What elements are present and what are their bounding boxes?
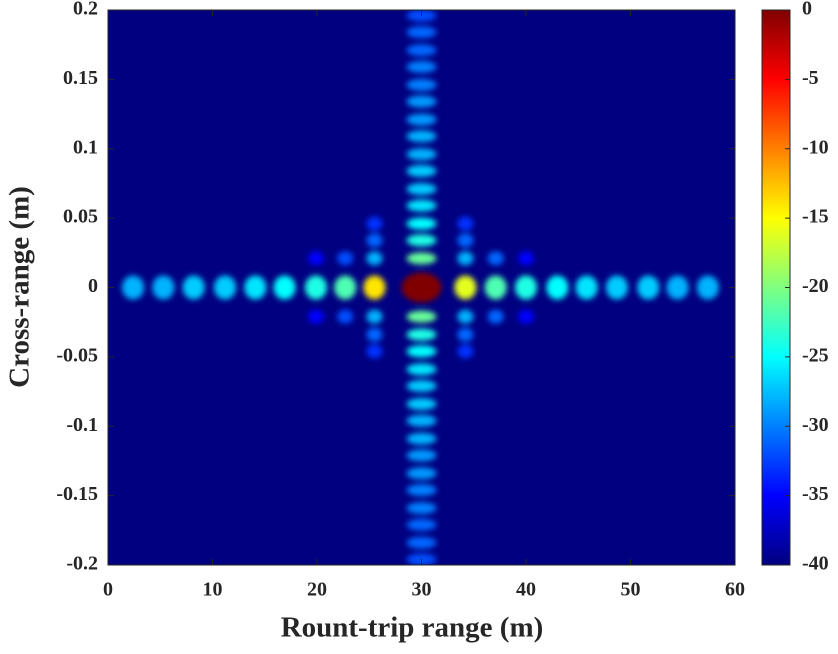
heatmap-cell [457, 233, 474, 248]
heatmap-cell [406, 148, 437, 161]
y-tick-label: -0.2 [66, 553, 98, 575]
x-tick-label: 20 [307, 579, 327, 601]
heatmap-cell [666, 275, 689, 300]
heatmap-cell [244, 275, 267, 300]
heatmap-cell [487, 251, 504, 266]
y-tick-label: 0 [88, 275, 98, 297]
heatmap-cell [273, 275, 296, 300]
colorbar-tick-label: -10 [802, 136, 829, 158]
colorbar-tick-label: -25 [802, 344, 829, 366]
heatmap-cell [406, 78, 437, 91]
heatmap-cell [406, 217, 437, 230]
colorbar-tick-label: -5 [802, 67, 819, 89]
x-tick-label: 60 [725, 579, 745, 601]
heatmap-cell [406, 398, 437, 411]
heatmap-cell [406, 60, 437, 73]
heatmap-cell [307, 251, 324, 266]
heatmap-cell [406, 199, 437, 212]
heatmap-cell [366, 216, 383, 231]
x-tick-label: 0 [103, 579, 113, 601]
x-tick-label: 10 [203, 579, 223, 601]
heatmap-cell [457, 327, 474, 342]
y-tick-label: -0.05 [56, 344, 98, 366]
heatmap-cell [337, 251, 354, 266]
heatmap-cell [406, 234, 437, 247]
heatmap-cell [334, 275, 357, 300]
colorbar-tick-label: -20 [802, 275, 829, 297]
heatmap-cell [406, 536, 437, 549]
heatmap-cell [406, 518, 437, 531]
heatmap [122, 10, 719, 565]
y-tick-label: -0.15 [56, 483, 98, 505]
colorbar-tick-label: 0 [802, 0, 812, 20]
heatmap-cell [304, 275, 327, 300]
heatmap-cell [406, 182, 437, 195]
heatmap-cell [518, 309, 534, 324]
x-tick-label: 30 [412, 579, 432, 601]
y-tick-label: 0.15 [63, 67, 98, 89]
heatmap-cell [406, 502, 437, 515]
heatmap-cell [406, 26, 437, 39]
heatmap-cell [406, 130, 437, 143]
x-axis-label: Rount-trip range (m) [281, 612, 544, 644]
heatmap-cell [696, 275, 719, 300]
heatmap-cell [457, 251, 474, 266]
heatmap-cell [484, 275, 507, 300]
heatmap-cell [366, 251, 383, 266]
heatmap-cell [366, 344, 383, 359]
heatmap-cell [457, 309, 474, 324]
heatmap-cell [457, 344, 474, 359]
heatmap-cell [487, 309, 504, 324]
heatmap-cell [605, 275, 628, 300]
heatmap-cell [637, 275, 660, 300]
heatmap-cell [575, 275, 598, 300]
y-tick-label: 0.2 [73, 0, 98, 20]
x-tick-label: 40 [516, 579, 536, 601]
heatmap-cell [307, 309, 324, 324]
heatmap-cell [406, 164, 437, 177]
heatmap-cell [454, 275, 477, 300]
heatmap-cell [515, 275, 537, 300]
heatmap-cell [363, 275, 386, 300]
heatmap-cell [406, 345, 437, 358]
colorbar-tick-label: -35 [802, 483, 829, 505]
heatmap-cell [406, 310, 437, 323]
colorbar-tick-label: -40 [802, 553, 829, 575]
y-tick-label: 0.1 [73, 136, 98, 158]
heatmap-cell [337, 309, 354, 324]
heatmap-cell [401, 272, 442, 303]
heatmap-cell [122, 275, 145, 300]
heatmap-cell [406, 44, 437, 57]
heatmap-cell [152, 275, 175, 300]
heatmap-cell [406, 252, 437, 265]
heatmap-cell [406, 484, 437, 497]
heatmap-cell [406, 113, 437, 126]
heatmap-cell [406, 95, 437, 108]
heatmap-cell [406, 363, 437, 376]
heatmap-cell [406, 432, 437, 445]
x-tick-label: 50 [621, 579, 641, 601]
y-tick-label: -0.1 [66, 414, 98, 436]
colorbar-tick-label: -30 [802, 414, 829, 436]
y-tick-label: 0.05 [63, 206, 98, 228]
heatmap-cell [518, 251, 534, 266]
heatmap-cell [366, 327, 383, 342]
heatmap-cell [366, 309, 383, 324]
heatmap-cell [406, 449, 437, 462]
heatmap-cell [182, 275, 205, 300]
heatmap-cell [406, 328, 437, 341]
colorbar-tick-label: -15 [802, 206, 829, 228]
heatmap-cell [366, 233, 383, 248]
heatmap-cell [457, 216, 474, 231]
y-axis-label: Cross-range (m) [4, 186, 36, 388]
heatmap-cell [214, 275, 237, 300]
heatmap-cell [406, 414, 437, 427]
heatmap-cell [406, 380, 437, 393]
heatmap-cell [406, 467, 437, 480]
heatmap-cell [546, 275, 569, 300]
